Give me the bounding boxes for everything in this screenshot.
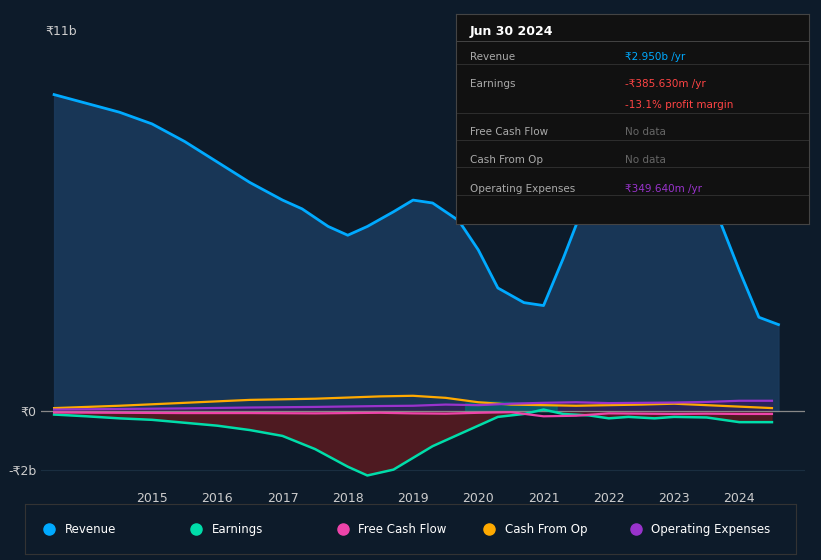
Text: -₹385.630m /yr: -₹385.630m /yr <box>625 79 706 89</box>
Text: -13.1% profit margin: -13.1% profit margin <box>625 100 733 110</box>
Text: Free Cash Flow: Free Cash Flow <box>470 128 548 137</box>
Text: Free Cash Flow: Free Cash Flow <box>358 522 447 536</box>
Text: ₹11b: ₹11b <box>45 25 76 38</box>
Text: Cash From Op: Cash From Op <box>470 155 543 165</box>
Text: Cash From Op: Cash From Op <box>505 522 587 536</box>
Text: Operating Expenses: Operating Expenses <box>470 184 575 194</box>
Text: No data: No data <box>625 155 666 165</box>
Text: Operating Expenses: Operating Expenses <box>651 522 771 536</box>
Text: No data: No data <box>625 128 666 137</box>
Text: Revenue: Revenue <box>470 52 515 62</box>
Text: Jun 30 2024: Jun 30 2024 <box>470 25 553 38</box>
Text: Revenue: Revenue <box>65 522 116 536</box>
Text: ₹2.950b /yr: ₹2.950b /yr <box>625 52 686 62</box>
Text: Earnings: Earnings <box>470 79 516 89</box>
Text: Earnings: Earnings <box>211 522 263 536</box>
Text: ₹349.640m /yr: ₹349.640m /yr <box>625 184 702 194</box>
